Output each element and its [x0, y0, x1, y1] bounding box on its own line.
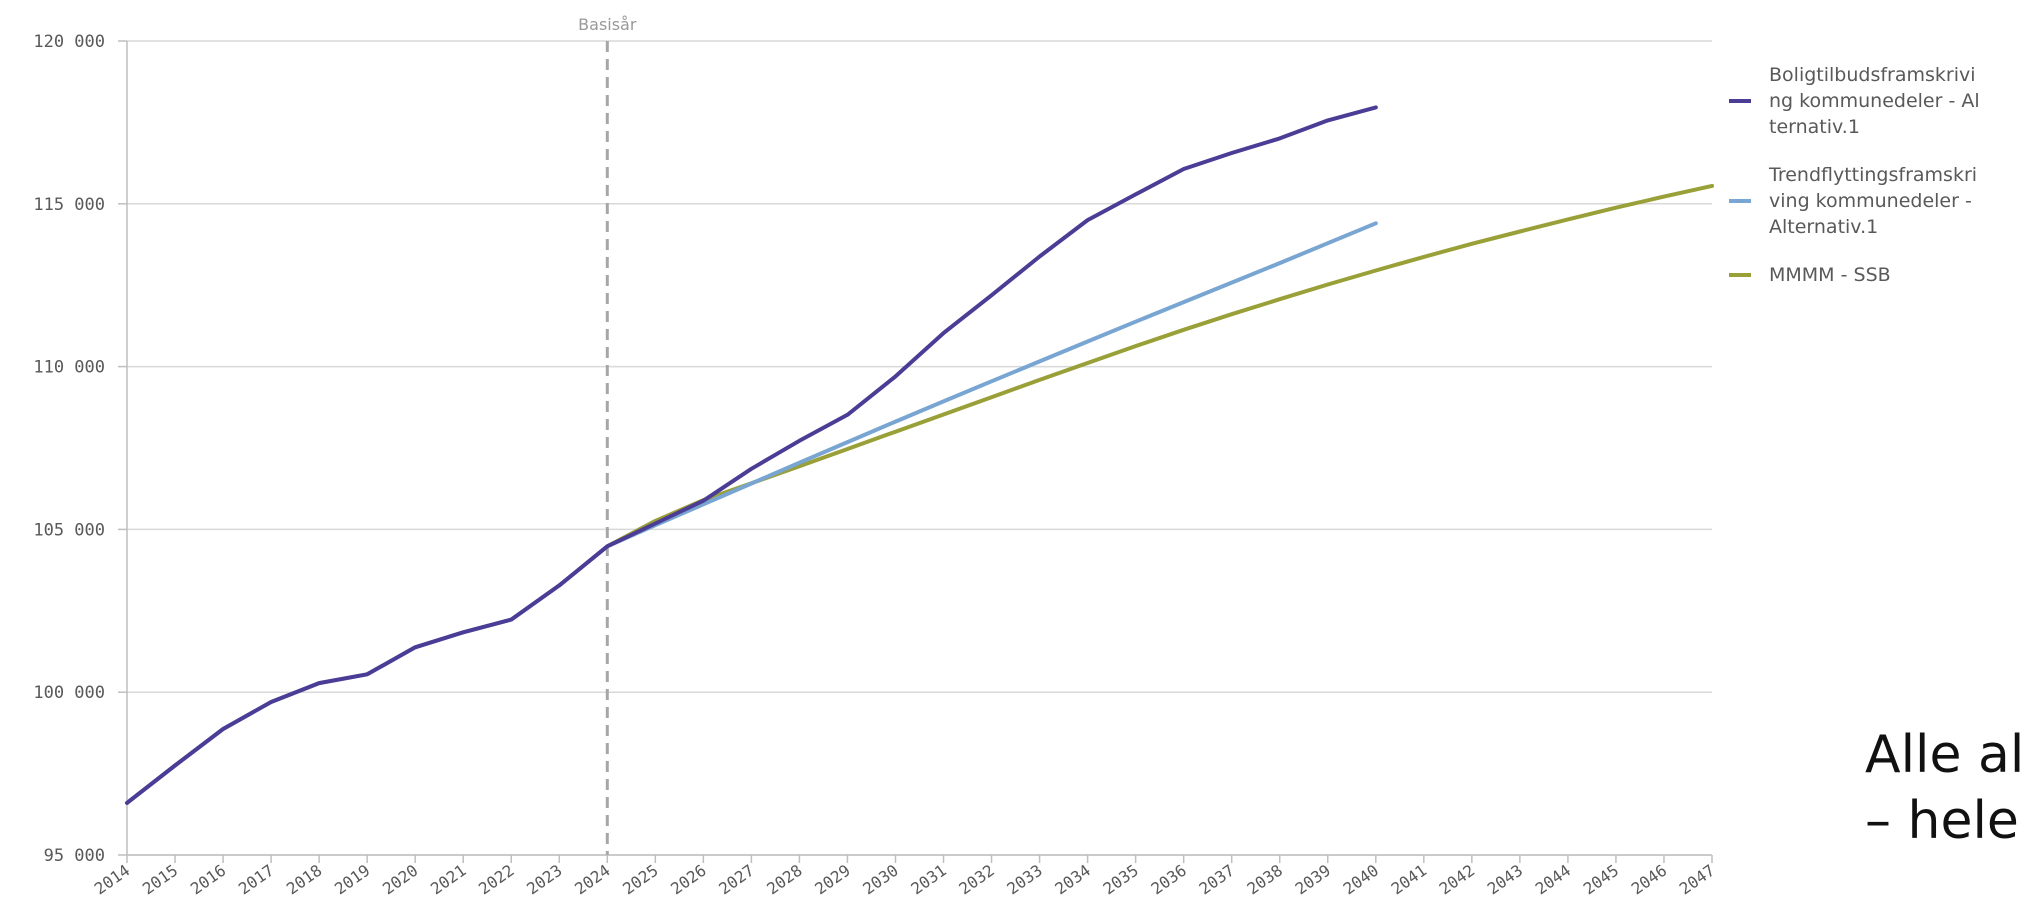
legend-label: MMMM - SSB [1769, 264, 1891, 286]
chart-legend: Boligtilbudsframskriving kommunedeler - … [1725, 62, 2035, 310]
x-tick-label: 2014 [91, 861, 133, 899]
x-tick-label: 2033 [1003, 861, 1045, 899]
x-tick-label: 2025 [619, 861, 661, 899]
series-line-1 [125, 221, 1378, 805]
x-tick-label: 2043 [1484, 861, 1526, 899]
x-tick-label: 2046 [1628, 861, 1670, 899]
legend-item-trendflytting[interactable]: Trendflyttingsframskriving kommunedeler … [1725, 162, 2035, 240]
x-tick-label: 2020 [379, 861, 421, 899]
gridlines [126, 40, 1712, 856]
series-line-2 [605, 183, 1714, 549]
x-axis-ticks: 2014 2015 2016 2017 2018 2019 2020 2021 2022 2023… [91, 855, 1718, 898]
y-tick-label: 95 000 [44, 846, 105, 866]
x-tick-label: 2031 [907, 861, 949, 899]
legend-swatch [1729, 273, 1751, 277]
x-tick-label: 2028 [763, 861, 805, 899]
y-tick-label: 100 000 [33, 683, 105, 703]
x-tick-label: 2047 [1676, 861, 1718, 899]
x-tick-label: 2035 [1099, 861, 1141, 899]
x-tick-label: 2015 [139, 861, 181, 899]
x-tick-label: 2019 [331, 861, 373, 899]
y-axis-ticks: 95 000 100 000 105 000 110 000 115 000 120 00… [33, 32, 127, 866]
y-tick-label: 115 000 [33, 195, 105, 215]
y-tick-label: 120 000 [33, 32, 105, 52]
legend-item-mmmm-ssb[interactable]: MMMM - SSB [1725, 262, 2035, 288]
x-tick-label: 2027 [715, 861, 757, 899]
x-tick-label: 2045 [1580, 861, 1622, 899]
legend-item-boligtilbud[interactable]: Boligtilbudsframskriving kommunedeler - … [1725, 62, 2035, 140]
x-tick-label: 2018 [283, 861, 325, 899]
x-tick-label: 2023 [523, 861, 565, 899]
y-tick-label: 105 000 [33, 520, 105, 540]
x-tick-label: 2044 [1532, 861, 1574, 899]
line-chart: 95 000 100 000 105 000 110 000 115 000 120 00… [33, 15, 1718, 898]
x-tick-label: 2029 [811, 861, 853, 899]
x-tick-label: 2022 [475, 861, 517, 899]
x-tick-label: 2040 [1340, 861, 1382, 899]
legend-label: Boligtilbudsframskriving kommunedeler - … [1769, 64, 1980, 138]
x-tick-label: 2030 [859, 861, 901, 899]
y-tick-label: 110 000 [33, 358, 105, 378]
x-tick-label: 2034 [1051, 861, 1093, 899]
x-tick-label: 2041 [1388, 861, 1430, 899]
series-lines [125, 105, 1714, 805]
series-line-0 [125, 105, 1378, 805]
slide-caption: Alle al – hele [1865, 722, 2024, 854]
x-tick-label: 2017 [235, 861, 277, 899]
caption-line-1: Alle al [1865, 725, 2025, 785]
x-tick-label: 2021 [427, 861, 469, 899]
x-tick-label: 2026 [667, 861, 709, 899]
legend-swatch [1729, 99, 1751, 103]
caption-line-2: – hele [1865, 791, 2019, 851]
x-tick-label: 2038 [1244, 861, 1286, 899]
x-tick-label: 2039 [1292, 861, 1334, 899]
reference-line-group: Basisår [578, 15, 637, 855]
x-tick-label: 2042 [1436, 861, 1478, 899]
x-tick-label: 2032 [955, 861, 997, 899]
x-tick-label: 2016 [187, 861, 229, 899]
x-tick-label: 2024 [571, 861, 613, 899]
x-tick-label: 2037 [1196, 861, 1238, 899]
legend-label: Trendflyttingsframskriving kommunedeler … [1769, 164, 1978, 238]
reference-line-label: Basisår [578, 15, 637, 34]
x-tick-label: 2036 [1148, 861, 1190, 899]
legend-swatch [1729, 199, 1751, 203]
